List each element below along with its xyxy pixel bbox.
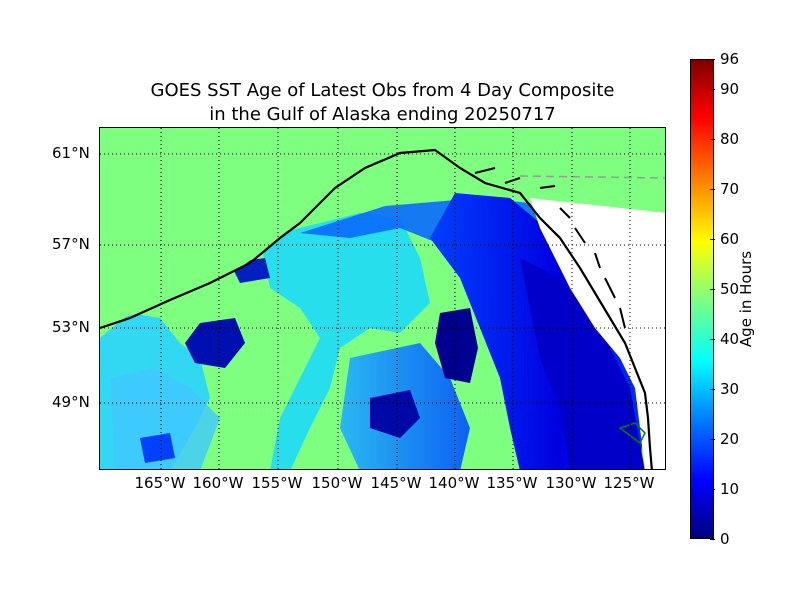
recent-obs-patch-3 <box>370 390 420 438</box>
lon-label-150w: 150°W <box>311 474 363 492</box>
land-alaska <box>100 128 665 323</box>
colorbar <box>690 59 714 539</box>
colorbar-tick-50: 50 <box>709 280 740 298</box>
colorbar-tick-96: 96 <box>709 50 740 68</box>
colorbar-tick-70: 70 <box>709 180 740 198</box>
lon-label-165w: 165°W <box>134 474 186 492</box>
lat-label-61n: 61°N <box>52 144 90 162</box>
colorbar-tick-20: 20 <box>709 430 740 448</box>
lon-label-145w: 145°W <box>370 474 422 492</box>
colorbar-tick-0: 0 <box>710 530 730 548</box>
graticule <box>100 128 665 469</box>
lon-label-130w: 130°W <box>545 474 597 492</box>
colorbar-tick-10: 10 <box>709 480 740 498</box>
chart-title-line-2: in the Gulf of Alaska ending 20250717 <box>209 104 556 125</box>
lat-label-57n: 57°N <box>52 235 90 253</box>
lon-label-135w: 135°W <box>486 474 538 492</box>
colorbar-label: Age in Hours <box>737 250 755 348</box>
colorbar-tick-40: 40 <box>709 330 740 348</box>
recent-obs-patch-2 <box>185 318 245 368</box>
map-panel[interactable] <box>99 127 666 470</box>
lon-label-125w: 125°W <box>603 474 655 492</box>
colorbar-tick-90: 90 <box>709 80 740 98</box>
coastline-alaska <box>100 148 653 469</box>
recent-obs-patch-1 <box>435 308 478 383</box>
lat-label-49n: 49°N <box>52 393 90 411</box>
data-swath-central <box>260 213 430 469</box>
sst-age-map <box>100 128 665 469</box>
lon-label-140w: 140°W <box>428 474 480 492</box>
recent-obs-patch-4 <box>140 433 175 463</box>
data-swath-east-coastal <box>520 258 645 469</box>
colorbar-tick-60: 60 <box>709 230 740 248</box>
colorbar-tick-30: 30 <box>709 380 740 398</box>
chart-title-line-1: GOES SST Age of Latest Obs from 4 Day Co… <box>150 80 615 101</box>
lat-label-53n: 53°N <box>52 318 90 336</box>
land-east <box>530 198 665 469</box>
colorbar-tick-80: 80 <box>709 130 740 148</box>
lon-label-155w: 155°W <box>251 474 303 492</box>
lon-label-160w: 160°W <box>192 474 244 492</box>
data-swath-west-2 <box>110 368 220 469</box>
border-line <box>519 175 665 179</box>
